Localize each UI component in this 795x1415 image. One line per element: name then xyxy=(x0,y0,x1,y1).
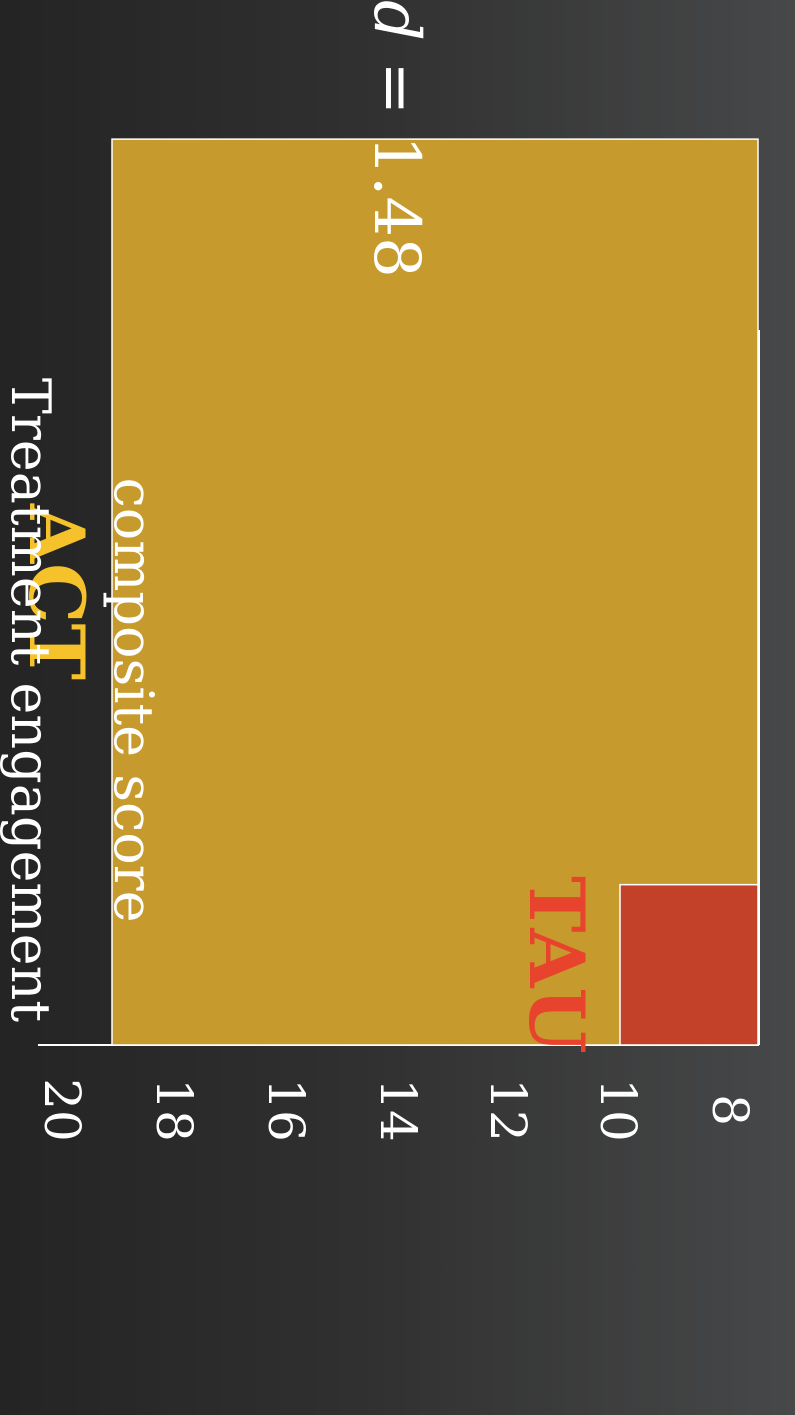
y-tick-label-8: 8 xyxy=(701,1094,759,1126)
y-ticks: 8 10 12 14 16 18 20 xyxy=(33,1078,759,1142)
y-tick-label-14: 14 xyxy=(369,1078,427,1142)
bar-label-tau: TAU xyxy=(512,876,601,1054)
effect-size-variable: d xyxy=(359,0,433,41)
y-tick-label-20: 20 xyxy=(33,1078,91,1142)
effect-size-value: = 1.48 xyxy=(359,41,433,278)
y-tick-label-12: 12 xyxy=(479,1078,537,1142)
y-axis-title-line-1: Treatment engagement xyxy=(0,378,62,1022)
bar-label-act: ACT xyxy=(12,503,101,680)
y-tick-label-10: 10 xyxy=(589,1078,647,1142)
effect-size-annotation: d = 1.48 xyxy=(359,0,433,278)
y-axis-title-line-2: composite score xyxy=(102,477,165,922)
bar-act xyxy=(111,138,759,1046)
y-tick-label-18: 18 xyxy=(145,1078,203,1142)
bar-tau xyxy=(619,883,759,1046)
bars xyxy=(111,138,759,1046)
y-tick-label-16: 16 xyxy=(257,1078,315,1142)
plot-area: ACT TAU 8 10 12 14 16 18 20 Treatment engagemen… xyxy=(0,0,759,1142)
bar-labels: ACT TAU xyxy=(12,503,601,1054)
